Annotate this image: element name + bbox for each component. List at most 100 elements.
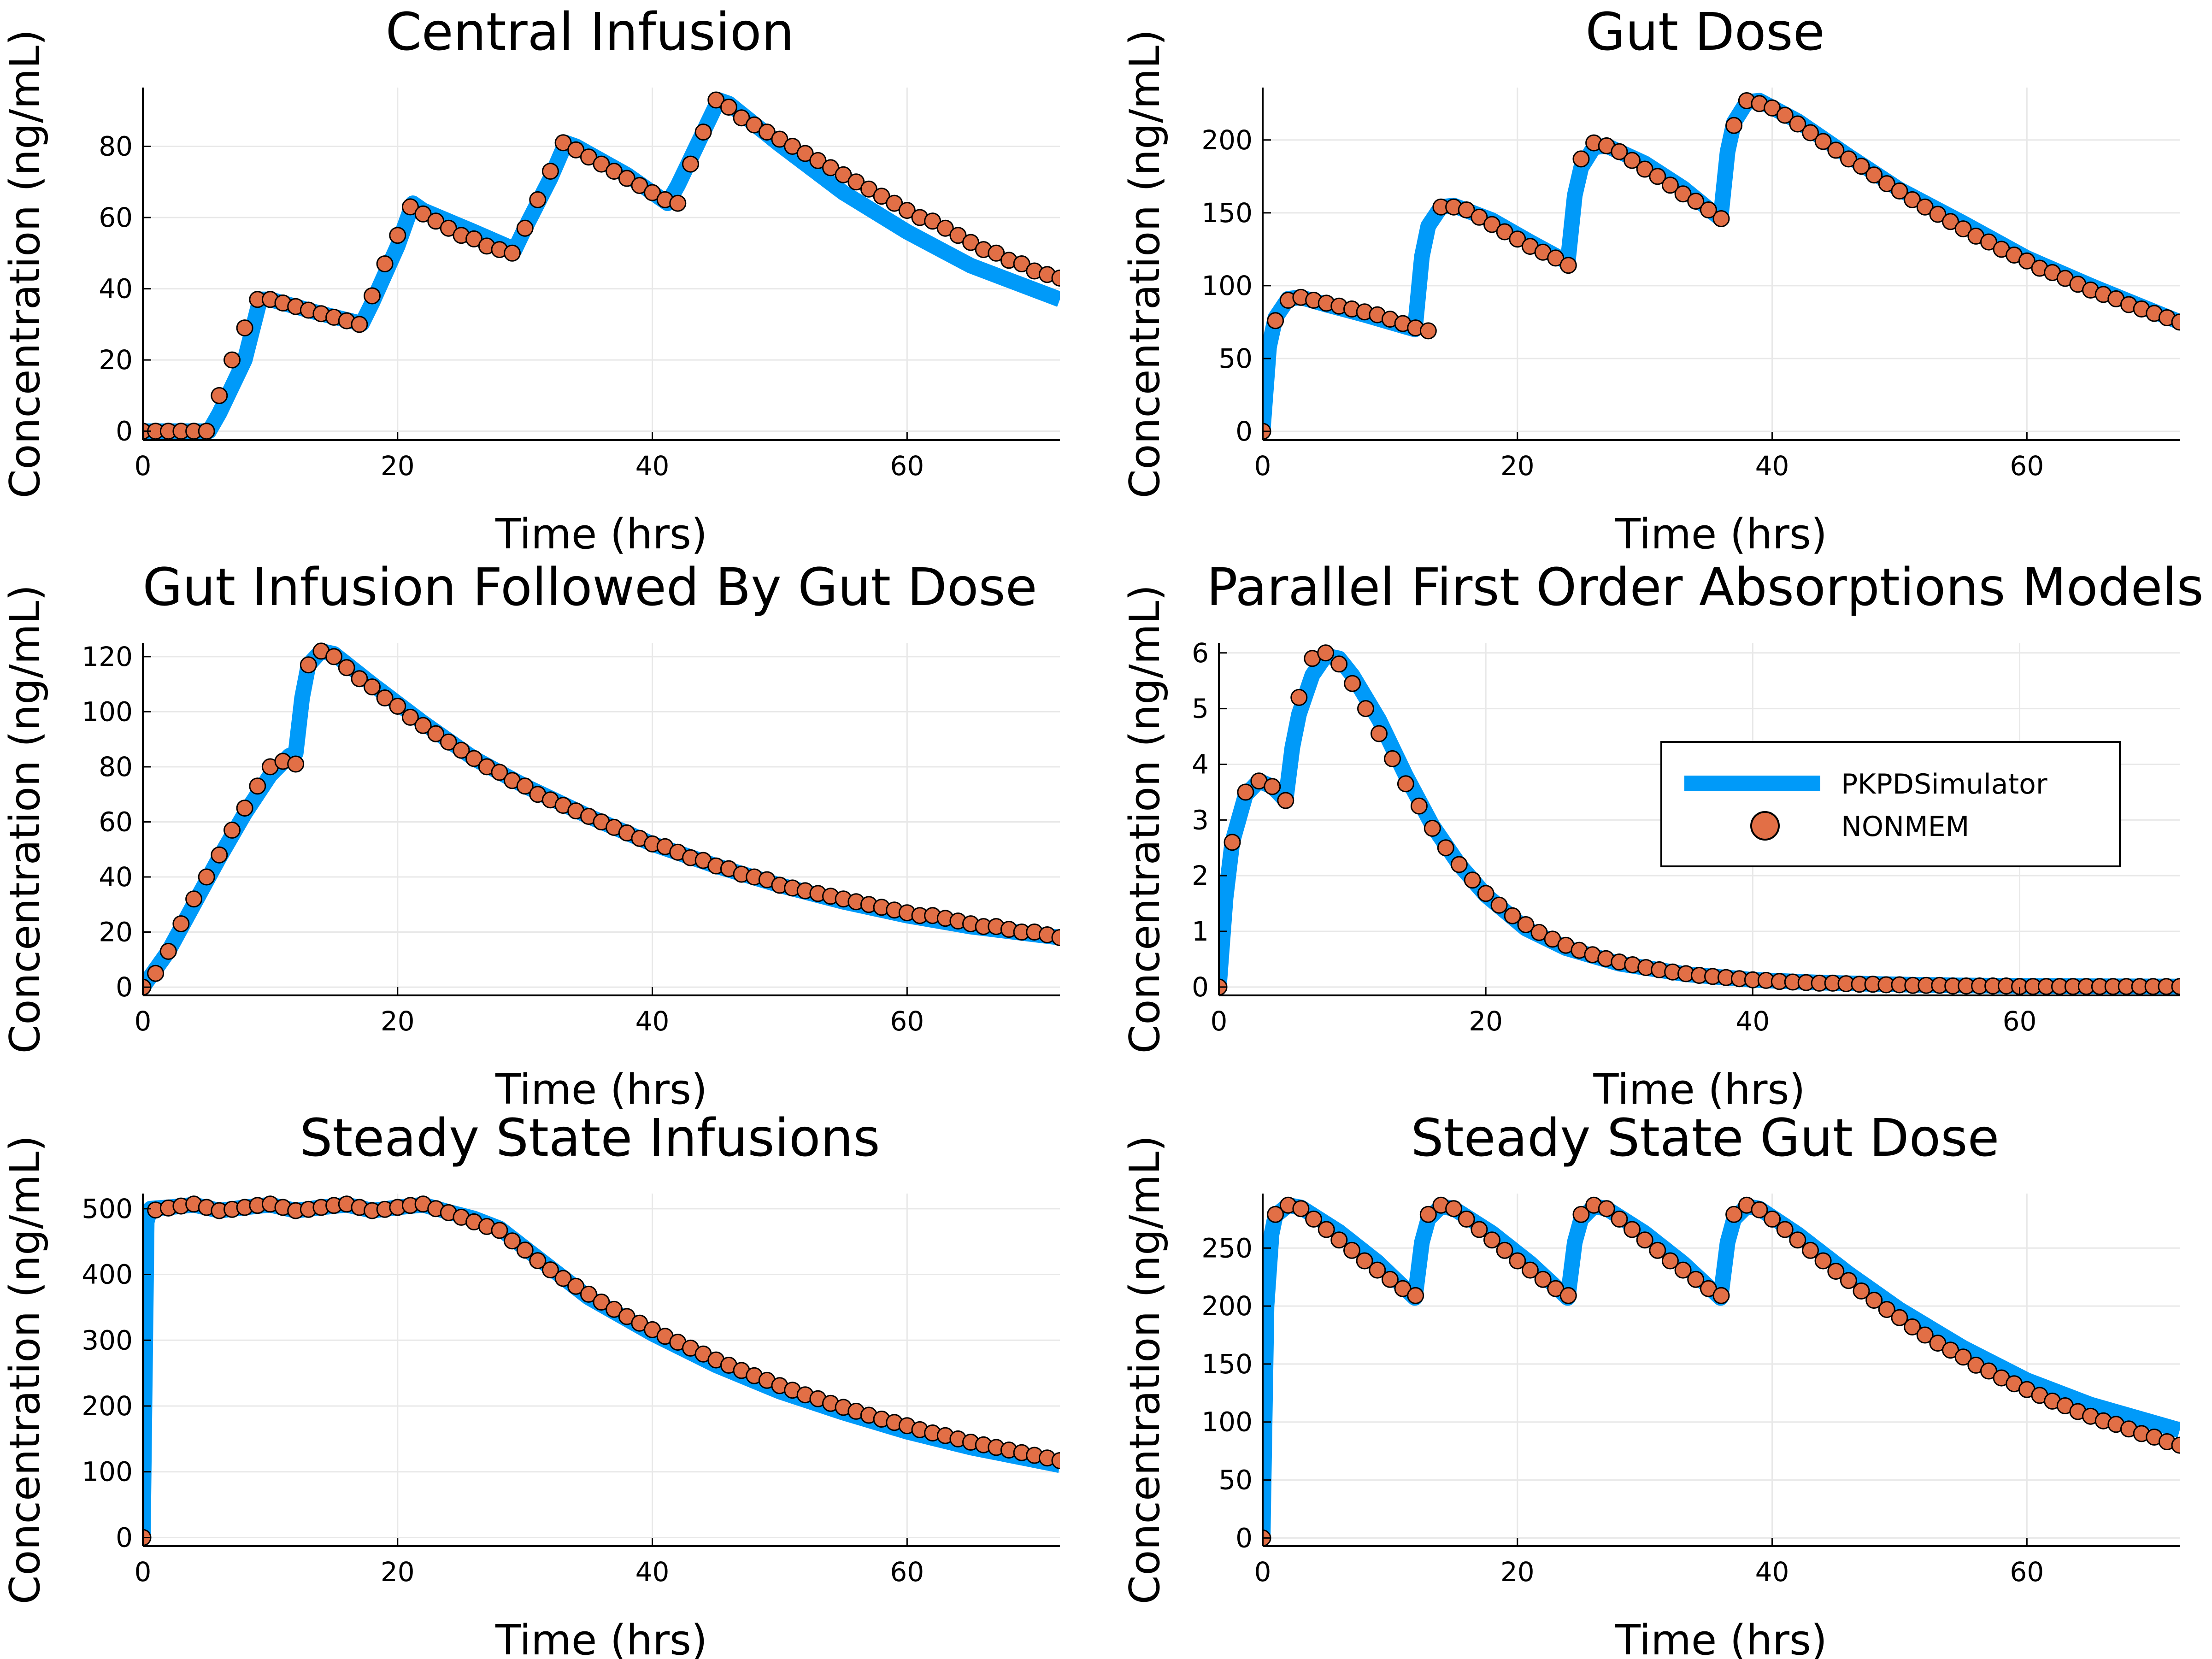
nonmem-point [1980, 1362, 1997, 1380]
nonmem-point [1464, 871, 1481, 889]
y-tick-label: 1 [1192, 916, 1209, 947]
plot-area [1263, 1196, 2180, 1547]
nonmem-point [236, 319, 253, 337]
y-tick-label: 200 [1201, 124, 1253, 156]
plot-area [143, 642, 1060, 996]
nonmem-point [1424, 819, 1441, 837]
nonmem-point [1509, 230, 1526, 248]
nonmem-point [771, 130, 788, 148]
nonmem-point [1445, 1200, 1463, 1218]
plot-area [143, 1195, 1060, 1546]
nonmem-point [516, 1241, 534, 1259]
nonmem-point [491, 1222, 508, 1239]
nonmem-point [1559, 257, 1577, 274]
nonmem-point [414, 205, 432, 223]
nonmem-point [1700, 201, 1717, 218]
nonmem-point [147, 965, 165, 982]
x-tick-label: 20 [1500, 450, 1535, 482]
nonmem-point [300, 656, 317, 674]
nonmem-point [211, 387, 228, 404]
nonmem-point [516, 777, 534, 795]
nonmem-point [733, 109, 750, 127]
nonmem-point [835, 166, 852, 183]
nonmem-point [1776, 1221, 1794, 1238]
nonmem-point [1051, 1452, 1060, 1469]
nonmem-point [1483, 216, 1500, 233]
x-tick-label: 60 [2003, 1006, 2037, 1037]
panel-title: Steady State Infusions [300, 1108, 880, 1168]
x-tick-label: 60 [2010, 450, 2044, 482]
nonmem-point [389, 227, 406, 244]
x-tick-label: 40 [635, 1006, 670, 1037]
y-tick-label: 150 [1201, 197, 1253, 229]
legend-label-nonmem: NONMEM [1841, 811, 1969, 843]
nonmem-point [1904, 1318, 1921, 1335]
nonmem-point [1916, 198, 1934, 216]
y-tick-label: 0 [1192, 971, 1209, 1003]
x-tick-label: 0 [135, 1556, 152, 1588]
nonmem-point [1954, 1348, 1972, 1366]
nonmem-point [1318, 1221, 1335, 1238]
nonmem-point [1751, 1201, 1768, 1218]
nonmem-point [185, 890, 203, 908]
nonmem-point [1419, 322, 1437, 340]
nonmem-point [1661, 176, 1679, 194]
nonmem-point [401, 198, 419, 216]
nonmem-point [1891, 182, 1908, 200]
x-axis-label: Time (hrs) [1615, 510, 1827, 559]
nonmem-point [1344, 675, 1361, 692]
y-tick-label: 50 [1218, 343, 1253, 374]
nonmem-point [886, 194, 903, 212]
x-axis-label: Time (hrs) [495, 1065, 707, 1114]
y-axis-label: Concentration (ng/mL) [1121, 29, 1169, 499]
nonmem-point [694, 124, 712, 141]
plot-area [143, 91, 1060, 440]
y-tick-label: 120 [82, 641, 133, 672]
nonmem-point [631, 177, 648, 194]
nonmem-point [325, 648, 343, 665]
y-axis-label: Concentration (ng/mL) [1, 585, 49, 1054]
x-axis-label: Time (hrs) [1615, 1616, 1827, 1659]
nonmem-point [440, 219, 457, 237]
nonmem-point [1471, 208, 1488, 226]
y-tick-label: 100 [1201, 270, 1253, 301]
y-tick-label: 60 [99, 202, 133, 233]
nonmem-point [1865, 166, 1883, 184]
panel-4: 0 20 40 60 0 1 2 3 4 5 6 Parallel First Order Absor… [1121, 558, 2204, 1114]
nonmem-point [1878, 1301, 1895, 1318]
y-tick-label: 300 [82, 1324, 133, 1356]
nonmem-point [1878, 175, 1895, 193]
panel-title: Central Infusion [386, 2, 794, 62]
nonmem-point [1598, 1200, 1615, 1218]
legend: PKPDSimulator NONMEM [1660, 741, 2121, 867]
nonmem-point [1674, 1261, 1692, 1279]
nonmem-point [1277, 792, 1294, 809]
nonmem-point [1802, 1241, 1819, 1259]
nonmem-point [364, 287, 381, 305]
x-tick-label: 40 [1735, 1006, 1770, 1037]
y-axis-label: Concentration (ng/mL) [1, 29, 49, 499]
x-tick-label: 40 [635, 450, 670, 482]
y-axis-label: Concentration (ng/mL) [1121, 585, 1169, 1054]
nonmem-point [1674, 185, 1692, 203]
nonmem-point [860, 180, 877, 198]
nonmem-point [224, 821, 241, 839]
nonmem-point [1267, 1206, 1284, 1223]
nonmem-point [924, 212, 941, 230]
nonmem-point [491, 764, 508, 781]
nonmem-point [2171, 978, 2180, 995]
y-tick-label: 60 [99, 806, 133, 837]
nonmem-point [1764, 1210, 1781, 1228]
nonmem-point [1437, 839, 1454, 857]
x-tick-label: 0 [1254, 1556, 1271, 1588]
nonmem-point [1290, 688, 1308, 706]
nonmem-point [1776, 106, 1794, 124]
x-tick-label: 0 [1211, 1006, 1228, 1037]
nonmem-point [1477, 885, 1494, 902]
nonmem-point [1267, 312, 1284, 329]
nonmem-point [847, 173, 865, 191]
nonmem-point [1237, 783, 1254, 801]
y-tick-label: 100 [82, 1456, 133, 1488]
legend-box [1660, 741, 2121, 867]
nonmem-point [606, 163, 623, 180]
